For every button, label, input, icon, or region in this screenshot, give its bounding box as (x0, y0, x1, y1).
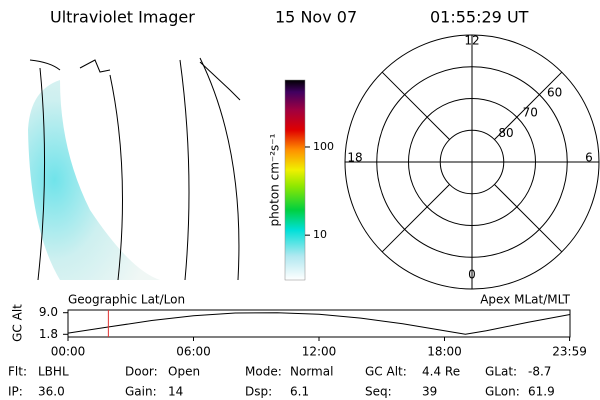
hour-label: 18 (347, 151, 362, 165)
polar-ring (376, 66, 568, 258)
hour-label: 6 (585, 151, 593, 165)
polar-ring (439, 129, 505, 195)
info-label: Door: (125, 365, 158, 379)
info-label: GC Alt: (365, 365, 407, 379)
info-label: GLat: (485, 365, 517, 379)
x-tick-label: 00:00 (51, 345, 86, 359)
info-label: Gain: (125, 385, 157, 399)
x-tick-label: 06:00 (176, 345, 211, 359)
info-value: 39 (422, 385, 437, 399)
y-axis-label: GC Alt (11, 304, 25, 342)
info-value: 36.0 (38, 385, 65, 399)
timeline-left-label: Geographic Lat/Lon (68, 293, 185, 307)
info-label: Mode: (245, 365, 282, 379)
info-value: 4.4 Re (422, 365, 460, 379)
info-label: Seq: (365, 385, 392, 399)
x-tick-label: 23:59 (552, 345, 587, 359)
x-tick-label: 18:00 (427, 345, 462, 359)
info-value: 61.9 (528, 385, 555, 399)
info-label: Flt: (8, 365, 27, 379)
colorbar-label: photon cm⁻²s⁻¹ (268, 133, 282, 226)
polar-ring (408, 98, 536, 226)
polar-ring (344, 34, 600, 290)
colorbar-tick-label: 100 (313, 140, 334, 153)
image (28, 57, 241, 281)
title: Ultraviolet Imager (50, 8, 195, 27)
info-value: -8.7 (528, 365, 551, 379)
x-tick-label: 12:00 (302, 345, 337, 359)
info-value: Open (168, 365, 200, 379)
info-value: 14 (168, 385, 183, 399)
timeline-right-label: Apex MLat/MLT (480, 293, 570, 307)
info-label: Dsp: (245, 385, 272, 399)
info-value: 6.1 (290, 385, 309, 399)
lat-label: 60 (547, 85, 562, 99)
info-value: Normal (290, 365, 333, 379)
colorbar-tick-label: 10 (313, 228, 327, 241)
polar-grid (345, 35, 599, 289)
time: 01:55:29 UT (430, 8, 529, 27)
hour-label: 0 (468, 268, 476, 282)
y-tick-label: 1.8 (39, 327, 58, 341)
gc-alt-line (67, 312, 571, 335)
hour-label: 12 (464, 34, 479, 48)
colorbar (284, 79, 306, 281)
lat-label: 80 (498, 126, 513, 140)
date: 15 Nov 07 (275, 8, 357, 27)
info-label: IP: (8, 385, 23, 399)
y-tick-label: 9.0 (39, 305, 58, 319)
info-label: GLon: (485, 385, 520, 399)
lat-label: 70 (523, 106, 538, 120)
info-value: LBHL (38, 365, 69, 379)
